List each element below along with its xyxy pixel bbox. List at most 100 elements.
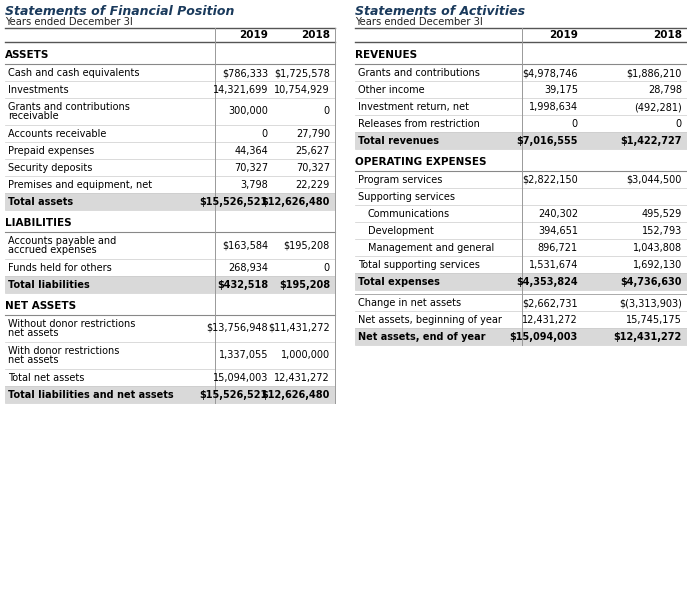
Text: NET ASSETS: NET ASSETS: [5, 301, 76, 311]
Text: 2018: 2018: [301, 30, 330, 40]
Text: $15,526,521: $15,526,521: [200, 197, 268, 207]
Text: $1,422,727: $1,422,727: [620, 136, 682, 146]
Bar: [5, 386, 335, 403]
Text: Total liabilities: Total liabilities: [8, 280, 90, 290]
Text: 240,302: 240,302: [538, 209, 578, 219]
Bar: [355, 273, 687, 290]
Text: 300,000: 300,000: [228, 106, 268, 116]
Bar: [355, 328, 687, 345]
Text: 152,793: 152,793: [642, 226, 682, 236]
Text: 1,000,000: 1,000,000: [281, 350, 330, 360]
Text: Security deposits: Security deposits: [8, 163, 92, 173]
Text: accrued expenses: accrued expenses: [8, 245, 97, 255]
Text: $3,044,500: $3,044,500: [627, 175, 682, 185]
Text: $4,736,630: $4,736,630: [620, 277, 682, 287]
Text: Total assets: Total assets: [8, 197, 73, 207]
Text: 10,754,929: 10,754,929: [274, 85, 330, 95]
Text: 268,934: 268,934: [228, 263, 268, 273]
Text: 896,721: 896,721: [538, 243, 578, 253]
Bar: [5, 193, 335, 210]
Text: Without donor restrictions: Without donor restrictions: [8, 319, 135, 329]
Text: Total revenues: Total revenues: [358, 136, 439, 146]
Text: $786,333: $786,333: [222, 68, 268, 78]
Text: $432,518: $432,518: [217, 280, 268, 290]
Text: 0: 0: [676, 119, 682, 129]
Text: 495,529: 495,529: [642, 209, 682, 219]
Text: Investment return, net: Investment return, net: [358, 102, 469, 112]
Text: 1,043,808: 1,043,808: [633, 243, 682, 253]
Text: (492,281): (492,281): [634, 102, 682, 112]
Text: Years ended December 3I: Years ended December 3I: [355, 17, 483, 27]
Text: $(3,313,903): $(3,313,903): [619, 298, 682, 308]
Text: 0: 0: [324, 263, 330, 273]
Text: Premises and equipment, net: Premises and equipment, net: [8, 180, 152, 190]
Text: Change in net assets: Change in net assets: [358, 298, 461, 308]
Text: $13,756,948: $13,756,948: [206, 323, 268, 333]
Text: 39,175: 39,175: [544, 85, 578, 95]
Text: 28,798: 28,798: [648, 85, 682, 95]
Text: $4,978,746: $4,978,746: [523, 68, 578, 78]
Text: 22,229: 22,229: [295, 180, 330, 190]
Bar: [5, 276, 335, 293]
Text: $1,725,578: $1,725,578: [274, 68, 330, 78]
Text: $195,208: $195,208: [279, 280, 330, 290]
Text: Years ended December 3I: Years ended December 3I: [5, 17, 133, 27]
Text: 3,798: 3,798: [240, 180, 268, 190]
Text: 1,692,130: 1,692,130: [633, 260, 682, 270]
Text: Program services: Program services: [358, 175, 442, 185]
Text: Grants and contributions: Grants and contributions: [358, 68, 480, 78]
Text: ASSETS: ASSETS: [5, 50, 49, 60]
Text: 27,790: 27,790: [296, 129, 330, 139]
Text: Accounts receivable: Accounts receivable: [8, 129, 106, 139]
Text: 12,431,272: 12,431,272: [522, 315, 578, 325]
Text: 1,337,055: 1,337,055: [218, 350, 268, 360]
Text: OPERATING EXPENSES: OPERATING EXPENSES: [355, 157, 486, 167]
Text: Total expenses: Total expenses: [358, 277, 440, 287]
Text: $195,208: $195,208: [284, 240, 330, 250]
Text: $163,584: $163,584: [222, 240, 268, 250]
Text: Other income: Other income: [358, 85, 425, 95]
Text: $2,822,150: $2,822,150: [522, 175, 578, 185]
Text: Investments: Investments: [8, 85, 69, 95]
Text: Management and general: Management and general: [368, 243, 494, 253]
Bar: [355, 132, 687, 149]
Text: REVENUES: REVENUES: [355, 50, 417, 60]
Text: Communications: Communications: [368, 209, 450, 219]
Text: 44,364: 44,364: [234, 146, 268, 156]
Text: 2018: 2018: [653, 30, 682, 40]
Text: 2019: 2019: [549, 30, 578, 40]
Text: Cash and cash equivalents: Cash and cash equivalents: [8, 68, 139, 78]
Text: 2019: 2019: [239, 30, 268, 40]
Text: Grants and contributions: Grants and contributions: [8, 102, 130, 112]
Text: $12,626,480: $12,626,480: [262, 390, 330, 400]
Text: LIABILITIES: LIABILITIES: [5, 218, 71, 228]
Text: 0: 0: [262, 129, 268, 139]
Text: 15,745,175: 15,745,175: [626, 315, 682, 325]
Text: net assets: net assets: [8, 328, 58, 338]
Text: 70,327: 70,327: [296, 163, 330, 173]
Text: Total liabilities and net assets: Total liabilities and net assets: [8, 390, 174, 400]
Text: $4,353,824: $4,353,824: [517, 277, 578, 287]
Text: Statements of Financial Position: Statements of Financial Position: [5, 5, 234, 18]
Text: With donor restrictions: With donor restrictions: [8, 346, 120, 356]
Text: 1,531,674: 1,531,674: [528, 260, 578, 270]
Text: Funds held for others: Funds held for others: [8, 263, 112, 273]
Text: receivable: receivable: [8, 111, 58, 121]
Text: 25,627: 25,627: [295, 146, 330, 156]
Text: 12,431,272: 12,431,272: [274, 373, 330, 383]
Text: Development: Development: [368, 226, 434, 236]
Text: 14,321,699: 14,321,699: [212, 85, 268, 95]
Text: $7,016,555: $7,016,555: [517, 136, 578, 146]
Text: Releases from restriction: Releases from restriction: [358, 119, 480, 129]
Text: $12,626,480: $12,626,480: [262, 197, 330, 207]
Text: 0: 0: [324, 106, 330, 116]
Text: 1,998,634: 1,998,634: [529, 102, 578, 112]
Text: Supporting services: Supporting services: [358, 192, 455, 202]
Text: Accounts payable and: Accounts payable and: [8, 236, 116, 246]
Text: 15,094,003: 15,094,003: [212, 373, 268, 383]
Text: $12,431,272: $12,431,272: [613, 332, 682, 342]
Text: Prepaid expenses: Prepaid expenses: [8, 146, 94, 156]
Text: 70,327: 70,327: [234, 163, 268, 173]
Text: 394,651: 394,651: [538, 226, 578, 236]
Text: Net assets, end of year: Net assets, end of year: [358, 332, 486, 342]
